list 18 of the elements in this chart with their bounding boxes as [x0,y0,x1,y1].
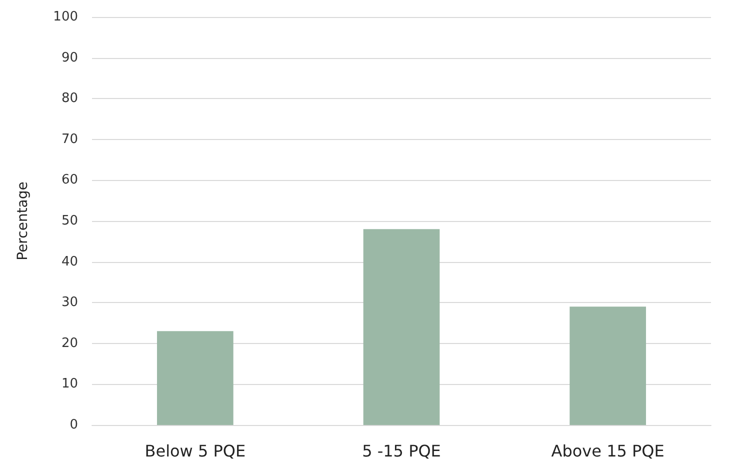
y-tick-label: 0 [70,418,78,432]
y-tick-label: 100 [53,10,78,24]
y-tick-label: 20 [61,336,78,351]
bar [363,229,440,425]
y-axis-title: Percentage [15,182,31,260]
y-tick-label: 10 [61,376,78,392]
x-tick-label: Above 15 PQE [551,442,664,460]
y-tick-label: 70 [61,132,78,147]
y-tick-label: 30 [61,295,78,310]
bar [570,306,646,425]
y-tick-label: 50 [61,214,78,228]
y-tick-label: 60 [61,172,78,188]
y-tick-label: 80 [61,91,78,106]
y-tick-label: 40 [61,254,78,270]
y-tick-label: 90 [61,50,78,66]
bar [156,331,234,425]
x-tick-label: Below 5 PQE [144,442,246,460]
x-tick-label: 5 -15 PQE [362,442,441,460]
